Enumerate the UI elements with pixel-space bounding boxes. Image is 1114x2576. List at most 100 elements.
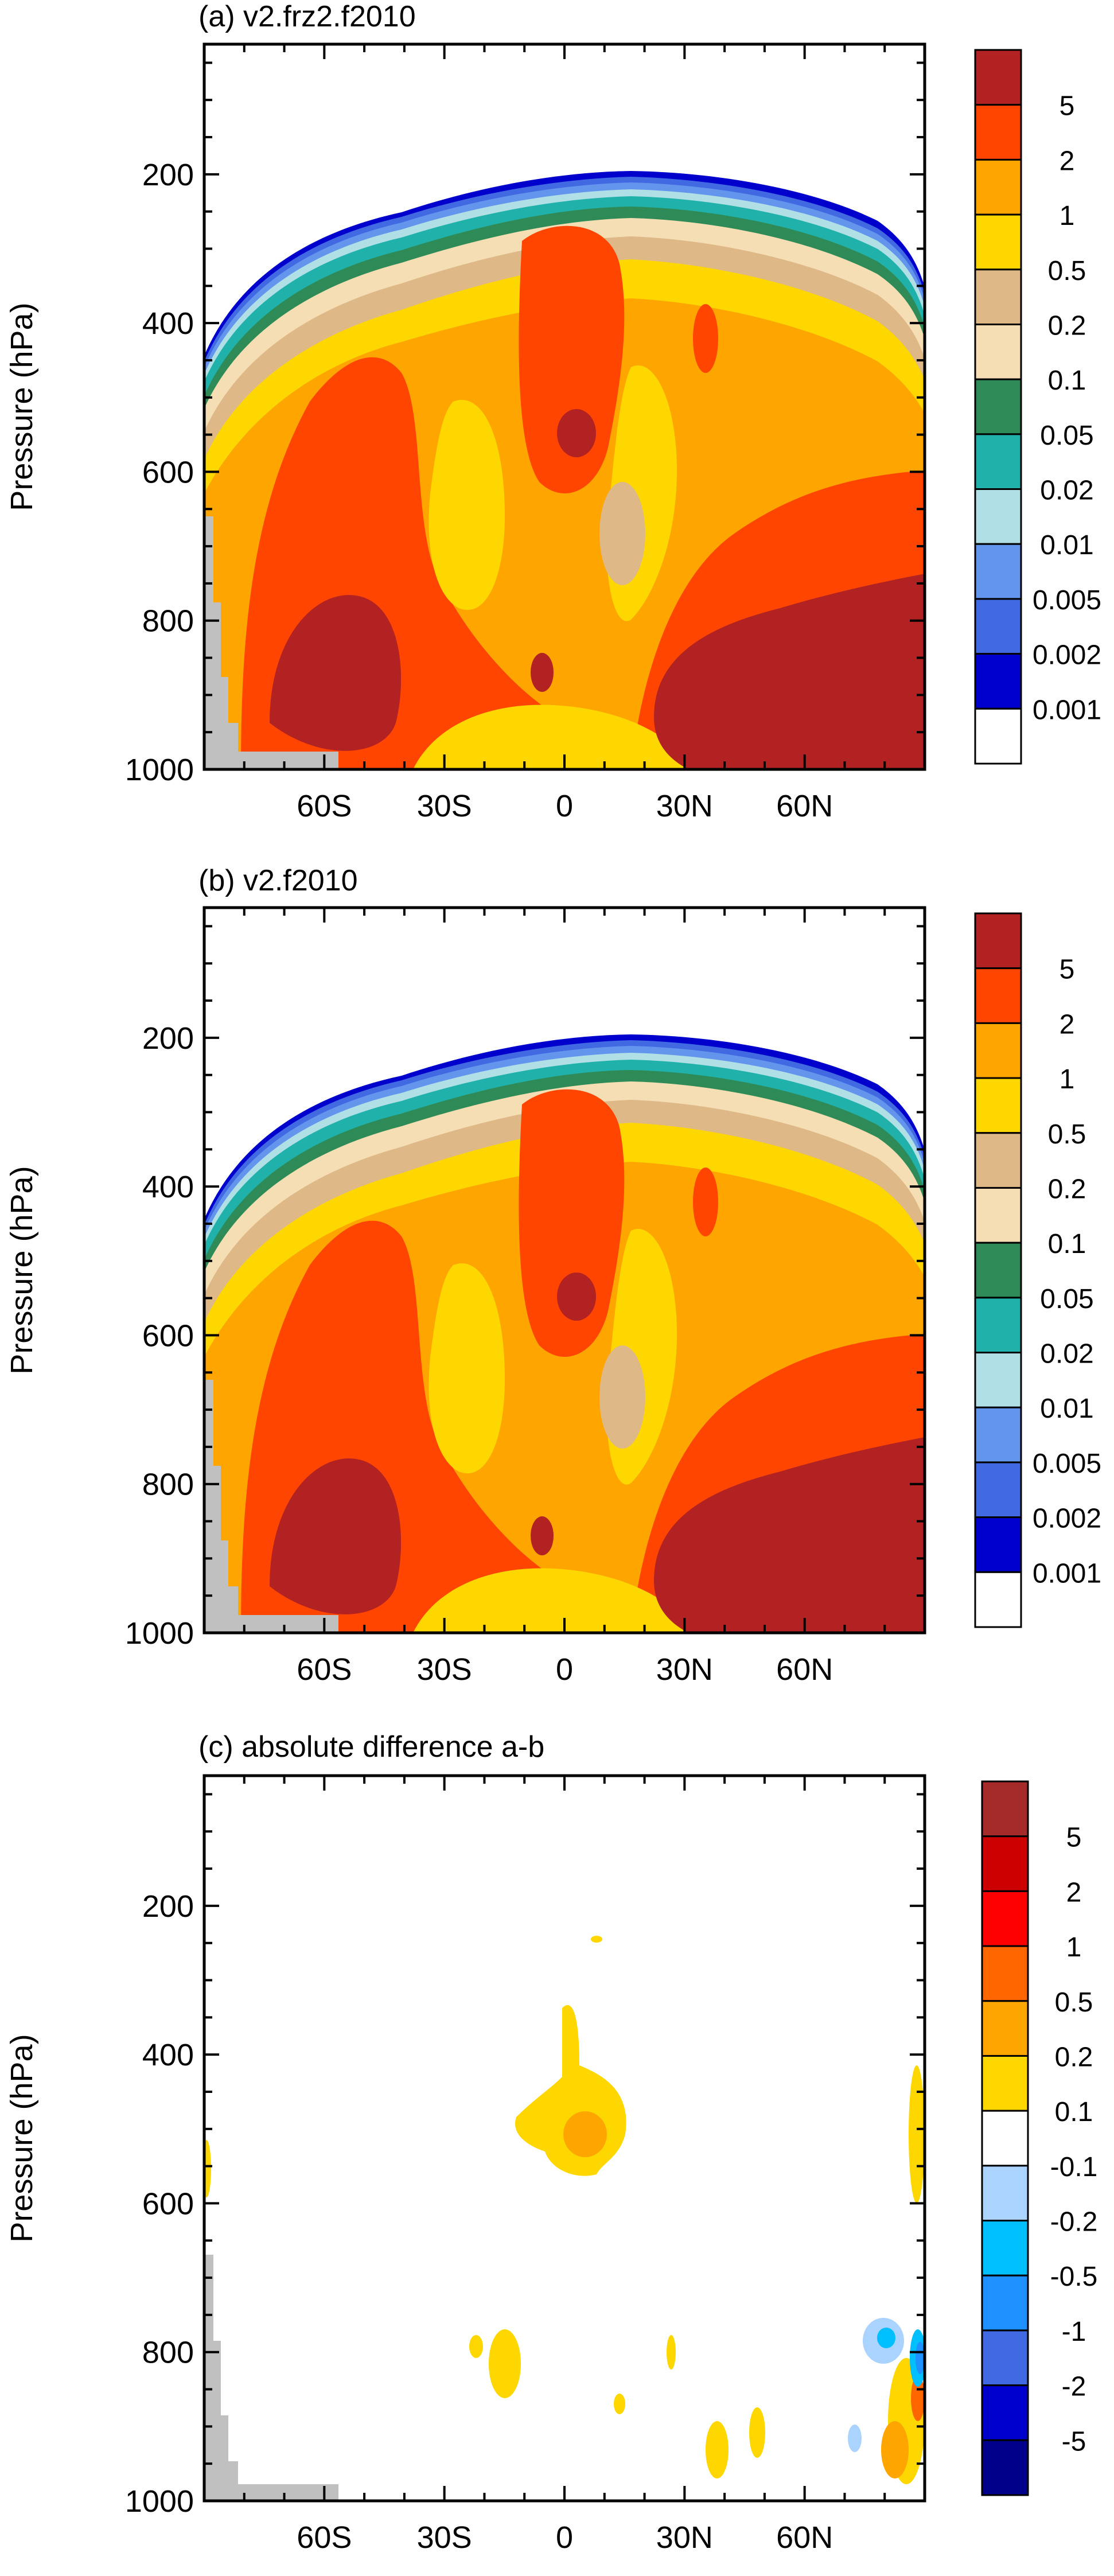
panel-a-ylabel: Pressure (hPa) xyxy=(5,302,39,511)
panel-c-colorbar-label: 5 xyxy=(1066,1823,1082,1853)
panel-a-colorbar-label: 0.005 xyxy=(1033,585,1101,616)
panel-a-colorbar-label: 0.2 xyxy=(1048,310,1086,341)
panel-a-title: (a) v2.frz2.f2010 xyxy=(198,0,416,33)
panel-c-ytick-label: 200 xyxy=(142,1889,194,1924)
panel-a-colorbar-label: 0.002 xyxy=(1033,640,1101,671)
panel-a-colorbar-swatch xyxy=(974,323,1022,380)
panel-b-ytick-label: 800 xyxy=(142,1468,194,1502)
panel-b-colorbar-label: 0.1 xyxy=(1048,1229,1086,1259)
panel-c-colorbar-label: -0.1 xyxy=(1050,2152,1098,2182)
panel-b-region-yellow-bottom xyxy=(413,1568,694,1633)
panel-b-field xyxy=(204,1034,925,1633)
panel-a-field xyxy=(204,171,925,769)
panel-a-colorbar-swatch xyxy=(974,653,1022,710)
panel-b-colorbar-swatch xyxy=(974,1186,1022,1244)
panel-c-diff-lower-left xyxy=(489,2329,521,2398)
panel-c-xtick-label: 0 xyxy=(556,2520,573,2555)
panel-c-ytick-label: 1000 xyxy=(125,2484,194,2519)
panel-b-ytick-label: 600 xyxy=(142,1318,194,1353)
panel-b-ytick-label: 200 xyxy=(142,1021,194,1056)
panel-b-region-yellow-west xyxy=(429,1263,505,1474)
panel-b-xtick-label: 0 xyxy=(556,1652,573,1687)
panel-a-xtick-label: 30S xyxy=(417,789,472,823)
panel-b-colorbar-swatch xyxy=(974,1406,1022,1464)
panel-c-colorbar-label: 0.2 xyxy=(1055,2042,1093,2072)
panel-b-colorbar-swatch xyxy=(974,1077,1022,1134)
panel-a-ytick-label: 600 xyxy=(142,455,194,489)
panel-c-colorbar-label: 2 xyxy=(1066,1877,1082,1908)
panel-a-ytick-label: 200 xyxy=(142,158,194,192)
panel-c-colorbar-label: 1 xyxy=(1066,1932,1082,1963)
panel-c-colorbar-label: -0.5 xyxy=(1050,2262,1098,2292)
panel-c-colorbar-swatch xyxy=(981,2329,1029,2387)
panel-c-title: (c) absolute difference a-b xyxy=(198,1730,544,1764)
panel-a-max-nh xyxy=(654,574,925,769)
panel-c-colorbar-swatch xyxy=(981,2000,1029,2057)
panel-c-ytick-label: 600 xyxy=(142,2186,194,2221)
panel-c-colorbar-swatch xyxy=(981,2274,1029,2332)
panel-b-colorbar-swatch xyxy=(974,1461,1022,1519)
panel-a-colorbar-label: 1 xyxy=(1060,201,1075,231)
panel-a-colorbar-swatch xyxy=(974,158,1022,216)
panel-a-region-yellow-bottom xyxy=(413,705,694,769)
panel-c-ylabel: Pressure (hPa) xyxy=(5,2034,39,2242)
panel-b-colorbar-swatch xyxy=(974,1242,1022,1299)
panel-a-colorbar-swatch xyxy=(974,488,1022,545)
panel-c-colorbar-label: -5 xyxy=(1062,2426,1086,2457)
panel-b-ytick-label: 400 xyxy=(142,1170,194,1204)
panel-b-max-center xyxy=(557,1273,596,1321)
panel-a-region-yellow-west xyxy=(429,399,505,610)
panel-b-title: (b) v2.f2010 xyxy=(198,864,358,897)
panel-a-colorbar-swatch xyxy=(974,269,1022,325)
panel-c-diff-bottom xyxy=(614,2394,625,2414)
panel-a-ytick-label: 400 xyxy=(142,306,194,341)
panel-b-colorbar-swatch xyxy=(974,1132,1022,1189)
panel-b-region-tan xyxy=(599,1345,645,1449)
panel-a-max-sh xyxy=(270,594,402,751)
panel-a: (a) v2.frz2.f2010 Pressure (hPa) xyxy=(5,0,1101,823)
panel-b-max-small xyxy=(531,1516,554,1555)
panel-b-colorbar-swatch xyxy=(974,1516,1022,1573)
panel-b-colorbar-label: 0.5 xyxy=(1048,1119,1086,1150)
panel-c-colorbar-swatch xyxy=(981,2384,1029,2441)
panel-b-xtick-label: 30N xyxy=(656,1652,713,1687)
panel-c-diff-lower-mid-3 xyxy=(749,2407,765,2458)
panel-b-colorbar-swatch xyxy=(974,967,1022,1024)
panel-b-colorbar-swatch xyxy=(974,1022,1022,1079)
panel-b-region-orange-patch xyxy=(693,1168,718,1236)
panel-c-topography xyxy=(204,2255,338,2501)
panel-b-colorbar-label: 5 xyxy=(1060,955,1075,985)
panel-a-topography xyxy=(204,516,338,769)
panel-a-ytick-label: 1000 xyxy=(125,753,194,787)
panel-c-colorbar-swatch xyxy=(981,1890,1029,1947)
panel-c-diff-lower-mid-2 xyxy=(706,2421,729,2478)
panel-a-colorbar-swatch xyxy=(974,433,1022,491)
panel-c-field xyxy=(204,1776,925,2501)
panel-c-colorbar-swatch xyxy=(981,1780,1029,1838)
panel-a-region-orange-patch xyxy=(693,304,718,373)
panel-a-xtick-label: 60N xyxy=(776,789,833,823)
panel-c-diff-lower-mid xyxy=(667,2335,676,2369)
panel-c-colorbar-swatch xyxy=(981,2054,1029,2112)
panel-a-colorbar-label: 0.02 xyxy=(1040,476,1093,506)
panel-a-colorbar-swatch xyxy=(974,49,1022,106)
panel-b-colorbar-swatch xyxy=(974,1571,1022,1628)
panel-a-colorbar-label: 0.5 xyxy=(1048,256,1086,286)
panel-a-colorbar-label: 0.01 xyxy=(1040,530,1093,561)
panel-c-diff-nh-edge-core xyxy=(881,2421,909,2478)
panel-c-diff-center-core xyxy=(563,2111,607,2157)
panel-c-xtick-label: 30S xyxy=(417,2520,472,2555)
panel-a-colorbar-label: 0.05 xyxy=(1040,421,1093,451)
panel-a-colorbar-swatch xyxy=(974,598,1022,655)
panel-a-colorbar-label: 0.001 xyxy=(1033,695,1101,725)
panel-b-topography xyxy=(204,1380,338,1633)
panel-c-colorbar-label: -2 xyxy=(1062,2372,1086,2402)
panel-b-colorbar-label: 0.01 xyxy=(1040,1394,1093,1424)
panel-a-ytick-label: 800 xyxy=(142,604,194,639)
panel-b-colorbar-label: 0.001 xyxy=(1033,1558,1101,1589)
panel-c-colorbar-swatch xyxy=(981,2439,1029,2496)
panel-b-colorbar-label: 0.002 xyxy=(1033,1504,1101,1534)
panel-c-diff-nh-edge-max xyxy=(911,2375,925,2421)
panel-b-max-nh xyxy=(654,1437,925,1633)
